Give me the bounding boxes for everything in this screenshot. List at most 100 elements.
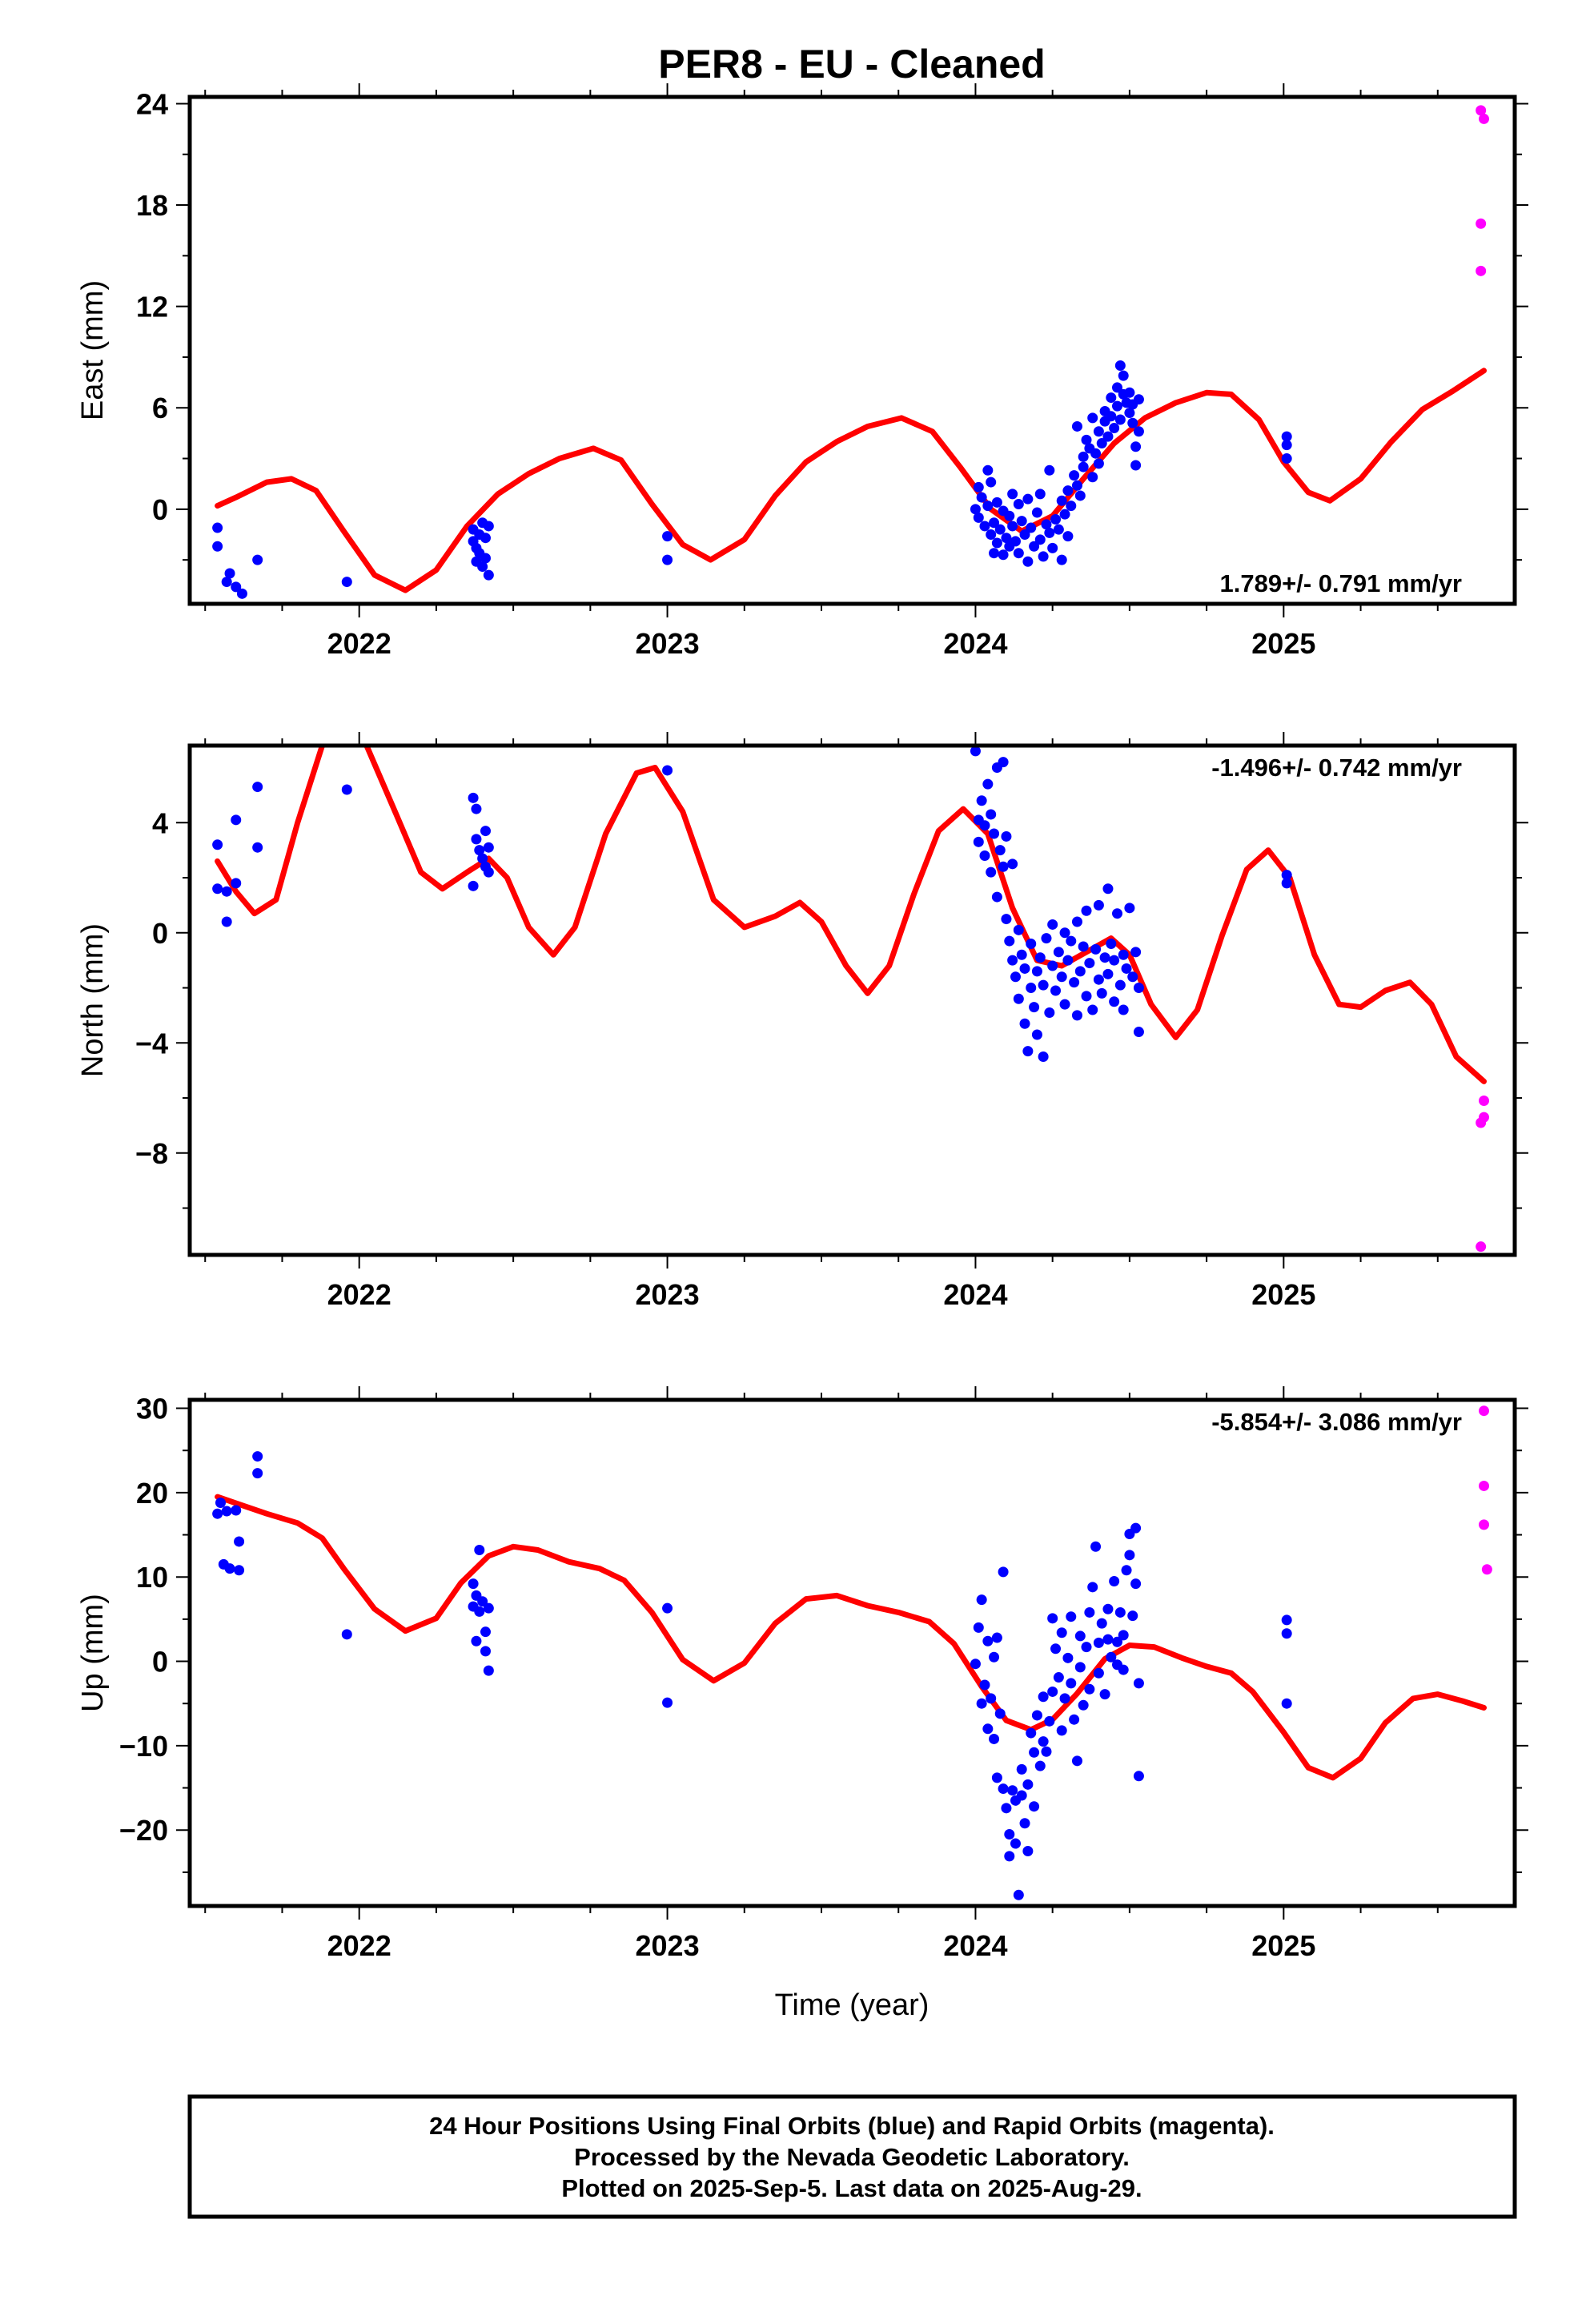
final-orbit-point: [1124, 1550, 1135, 1561]
final-orbit-point: [471, 834, 482, 845]
final-orbit-point: [979, 850, 990, 862]
final-orbit-point: [341, 1629, 352, 1640]
final-orbit-point: [1109, 996, 1120, 1007]
panel-frame-east: [187, 94, 1517, 606]
final-orbit-point: [662, 554, 673, 565]
final-orbit-point: [1019, 1818, 1030, 1829]
rapid-orbit-point: [1479, 1480, 1490, 1491]
final-orbit-point: [1056, 1627, 1067, 1638]
final-orbit-point: [1106, 939, 1117, 950]
final-orbit-point: [252, 1468, 263, 1479]
final-orbit-point: [1078, 451, 1089, 462]
x-tick-label: 2024: [943, 627, 1007, 660]
final-orbit-point: [1112, 382, 1122, 393]
final-orbit-point: [231, 814, 242, 826]
final-orbit-point: [224, 1563, 235, 1574]
final-orbit-point: [341, 577, 352, 588]
final-orbit-point: [1013, 548, 1024, 559]
final-orbit-point: [1093, 974, 1104, 985]
final-orbit-point: [1118, 949, 1129, 960]
final-orbit-point: [1041, 519, 1052, 530]
final-orbit-point: [1109, 1575, 1120, 1586]
y-tick-label: 30: [136, 1393, 168, 1425]
final-orbit-point: [1102, 1634, 1114, 1645]
final-orbit-point: [471, 803, 482, 814]
final-orbit-point: [1034, 952, 1046, 963]
final-orbit-point: [1047, 542, 1058, 553]
final-orbit-point: [483, 569, 494, 581]
final-orbit-point: [662, 1602, 673, 1614]
y-tick-label: 10: [136, 1561, 168, 1594]
final-orbit-point: [1013, 924, 1024, 935]
x-tick-label: 2025: [1251, 627, 1315, 660]
y-tick-label: 20: [136, 1477, 168, 1510]
final-orbit-point: [998, 549, 1009, 561]
final-orbit-point: [989, 828, 1000, 839]
final-orbit-point: [1084, 1606, 1095, 1618]
final-orbit-point: [991, 497, 1002, 508]
final-orbit-point: [994, 524, 1006, 535]
final-orbit-point: [483, 866, 494, 878]
final-orbit-point: [1102, 968, 1114, 979]
final-orbit-point: [1038, 1736, 1049, 1747]
final-orbit-point: [1010, 536, 1021, 547]
y-axis-label-north: North (mm): [76, 923, 110, 1077]
final-orbit-point: [989, 1651, 1000, 1663]
final-orbit-point: [1050, 1643, 1062, 1655]
final-orbit-point: [994, 1708, 1006, 1719]
final-orbit-point: [1130, 1522, 1142, 1534]
final-orbit-point: [973, 1622, 984, 1633]
final-orbit-point: [1016, 949, 1027, 960]
final-orbit-point: [1114, 979, 1126, 991]
final-orbit-point: [973, 481, 984, 493]
rapid-orbit-point: [1479, 1519, 1490, 1530]
y-tick-label: 0: [152, 1646, 168, 1679]
final-orbit-point: [1053, 524, 1064, 535]
final-orbit-point: [1016, 1763, 1027, 1775]
final-orbit-point: [1096, 438, 1107, 449]
rapid-orbit-point: [1476, 218, 1487, 229]
final-orbit-point: [1133, 1771, 1144, 1782]
final-orbit-point: [1087, 472, 1098, 483]
panel-east: 2022 2023 2024 2025 24 18 12 6 0 East (mm) 1.789+/…: [76, 83, 1528, 660]
model-curve-north: [215, 746, 1487, 1084]
final-orbit-point: [1102, 883, 1114, 895]
y-tick-label: −4: [135, 1027, 168, 1059]
final-orbit-point: [1090, 943, 1102, 955]
final-orbit-point: [1281, 453, 1292, 464]
rapid-orbit-point: [1479, 1112, 1490, 1123]
final-orbit-point: [1281, 1628, 1292, 1639]
final-orbit-point: [1081, 991, 1092, 1002]
final-orbit-point: [1099, 1689, 1110, 1700]
final-orbit-point: [1013, 1889, 1024, 1900]
final-orbit-point: [1090, 448, 1102, 459]
y-tick-label: 0: [152, 917, 168, 950]
final-orbit-point: [1281, 1614, 1292, 1626]
final-orbit-point: [1041, 933, 1052, 944]
x-tick-label: 2022: [327, 627, 391, 660]
final-orbit-point: [1281, 440, 1292, 451]
x-tick-label: 2023: [636, 1278, 700, 1311]
final-orbit-point: [1004, 1851, 1015, 1862]
final-orbit-point: [1038, 1051, 1049, 1062]
final-orbit-point: [1041, 1746, 1052, 1757]
final-orbit-point: [1087, 412, 1098, 424]
final-orbit-point: [480, 826, 491, 837]
final-orbit-point: [1093, 899, 1104, 911]
final-orbit-point: [1004, 510, 1015, 521]
final-orbit-point: [991, 891, 1002, 903]
final-orbit-point: [468, 1578, 479, 1590]
y-tick-label: 24: [136, 87, 168, 120]
final-orbit-point: [1056, 495, 1067, 506]
final-orbit-point: [483, 842, 494, 853]
chart-title: PER8 - EU - Cleaned: [658, 42, 1045, 86]
footer-box: [187, 2094, 1517, 2219]
final-orbit-point: [1078, 1699, 1089, 1711]
final-orbit-point: [231, 581, 242, 593]
plot-area-north: [212, 746, 1490, 1252]
final-orbit-point: [480, 1646, 491, 1657]
final-orbit-point: [1022, 1046, 1034, 1057]
x-tick-label: 2025: [1251, 1929, 1315, 1962]
rapid-orbit-point: [1479, 1405, 1490, 1417]
